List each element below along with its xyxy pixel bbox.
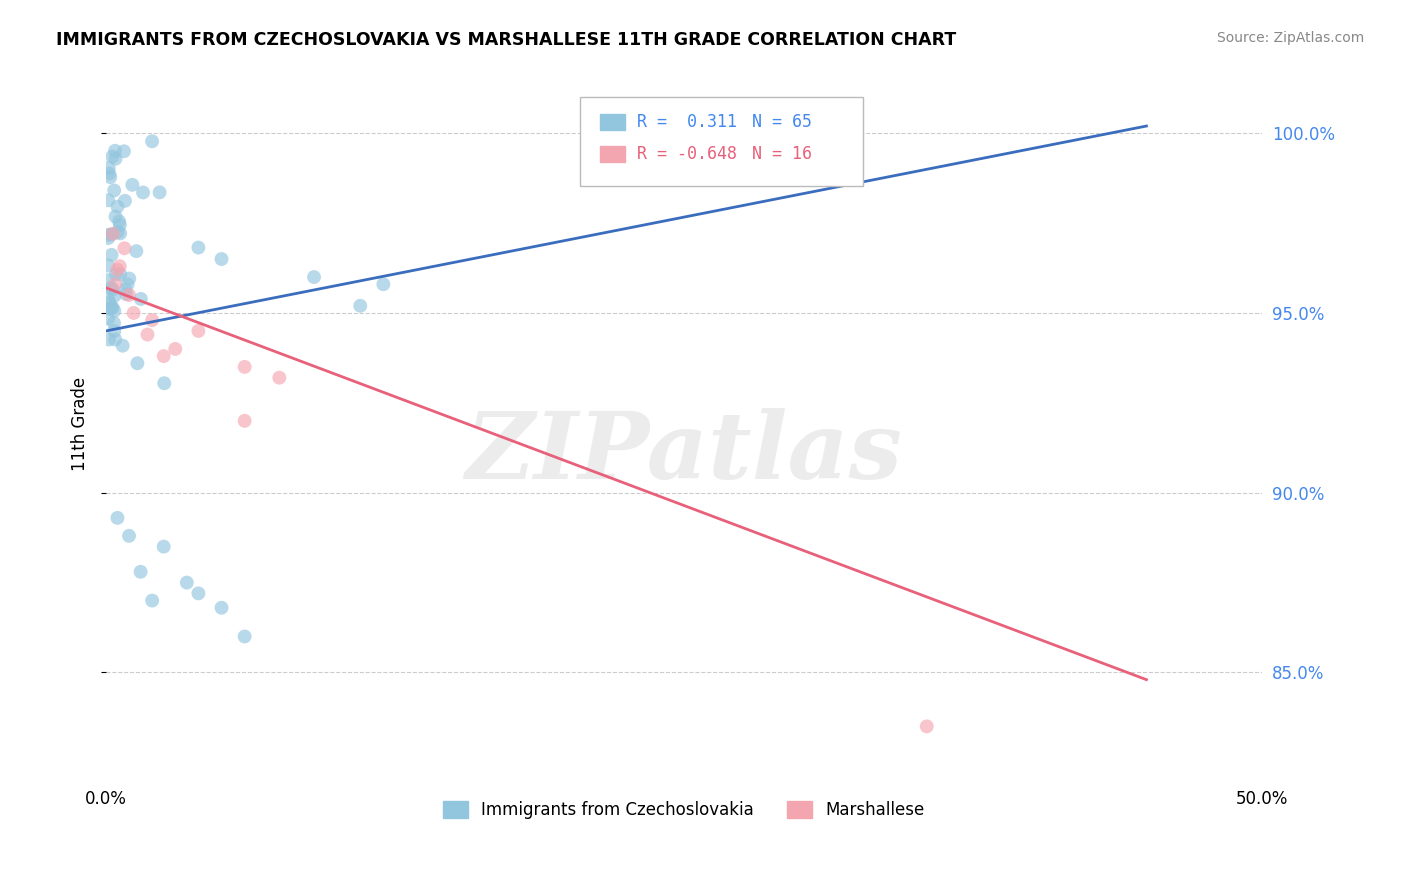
Text: N = 16: N = 16: [752, 145, 813, 163]
Point: [141, 313, 163, 327]
Point: [107, 200, 129, 214]
Point: [107, 263, 129, 277]
Point: [104, 267, 127, 281]
Point: [114, 194, 136, 208]
Point: [108, 218, 131, 232]
Point: [122, 306, 145, 320]
Point: [98, 301, 121, 316]
Point: [97, 292, 120, 306]
Legend: Immigrants from Czechoslovakia, Marshallese: Immigrants from Czechoslovakia, Marshall…: [436, 794, 932, 825]
Point: [118, 271, 141, 285]
Point: [104, 144, 127, 158]
Point: [141, 593, 163, 607]
Point: [187, 586, 209, 600]
Point: [101, 301, 124, 315]
Point: [211, 252, 233, 266]
Point: [115, 287, 138, 301]
Point: [104, 333, 127, 347]
Point: [233, 359, 256, 374]
Text: R =  0.311: R = 0.311: [637, 113, 737, 131]
Text: IMMIGRANTS FROM CZECHOSLOVAKIA VS MARSHALLESE 11TH GRADE CORRELATION CHART: IMMIGRANTS FROM CZECHOSLOVAKIA VS MARSHA…: [56, 31, 956, 49]
Bar: [599, 114, 626, 129]
Point: [373, 277, 395, 292]
Point: [103, 183, 125, 197]
Point: [104, 152, 127, 166]
Point: [97, 273, 120, 287]
Point: [112, 241, 135, 255]
Point: [97, 194, 120, 208]
Point: [187, 241, 209, 255]
Text: N = 65: N = 65: [752, 113, 813, 131]
Point: [915, 719, 938, 733]
Point: [129, 292, 152, 306]
Point: [100, 281, 122, 295]
Text: Source: ZipAtlas.com: Source: ZipAtlas.com: [1216, 31, 1364, 45]
Point: [125, 244, 148, 259]
Point: [103, 316, 125, 330]
Point: [132, 186, 155, 200]
Point: [101, 227, 124, 241]
Point: [127, 356, 149, 370]
Point: [103, 289, 125, 303]
Point: [108, 214, 131, 228]
Point: [98, 167, 121, 181]
Point: [211, 600, 233, 615]
Point: [165, 342, 187, 356]
Point: [136, 327, 159, 342]
Point: [176, 575, 198, 590]
Point: [97, 231, 120, 245]
Point: [148, 186, 170, 200]
Point: [103, 303, 125, 318]
FancyBboxPatch shape: [579, 97, 863, 186]
Point: [98, 296, 121, 310]
Point: [111, 339, 134, 353]
Point: [107, 225, 129, 239]
Point: [233, 630, 256, 644]
Point: [108, 267, 131, 281]
Point: [101, 301, 124, 315]
Point: [97, 259, 120, 273]
Point: [101, 150, 124, 164]
Point: [118, 529, 141, 543]
Point: [98, 170, 121, 185]
Point: [117, 277, 139, 292]
Point: [121, 178, 143, 192]
Text: R = -0.648: R = -0.648: [637, 145, 737, 163]
Point: [141, 134, 163, 148]
Point: [107, 511, 129, 525]
Point: [97, 311, 120, 326]
Text: ZIPatlas: ZIPatlas: [465, 408, 903, 498]
Point: [108, 259, 131, 273]
Point: [103, 324, 125, 338]
Point: [129, 565, 152, 579]
Point: [108, 227, 131, 241]
Point: [152, 540, 174, 554]
Point: [100, 248, 122, 262]
Point: [349, 299, 371, 313]
Point: [97, 227, 120, 242]
Point: [114, 283, 136, 297]
Point: [97, 161, 120, 175]
Point: [118, 288, 141, 302]
Point: [104, 277, 127, 292]
Point: [104, 210, 127, 224]
Y-axis label: 11th Grade: 11th Grade: [72, 377, 89, 472]
Point: [233, 414, 256, 428]
Point: [112, 145, 135, 159]
Point: [152, 349, 174, 363]
Point: [187, 324, 209, 338]
Bar: [599, 146, 626, 161]
Point: [269, 370, 291, 384]
Point: [101, 283, 124, 297]
Point: [302, 270, 325, 285]
Point: [153, 376, 176, 391]
Point: [98, 333, 121, 347]
Point: [100, 227, 122, 242]
